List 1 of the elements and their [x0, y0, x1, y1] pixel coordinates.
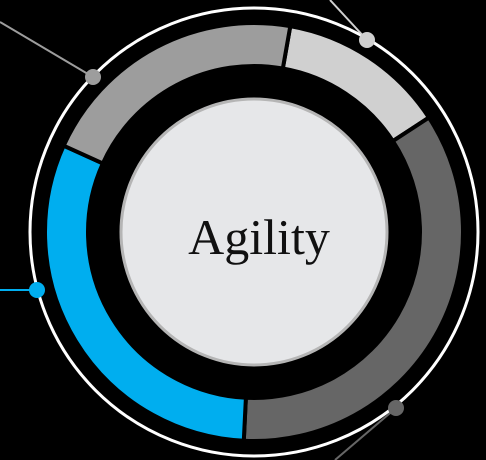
text: Agility	[188, 209, 330, 265]
